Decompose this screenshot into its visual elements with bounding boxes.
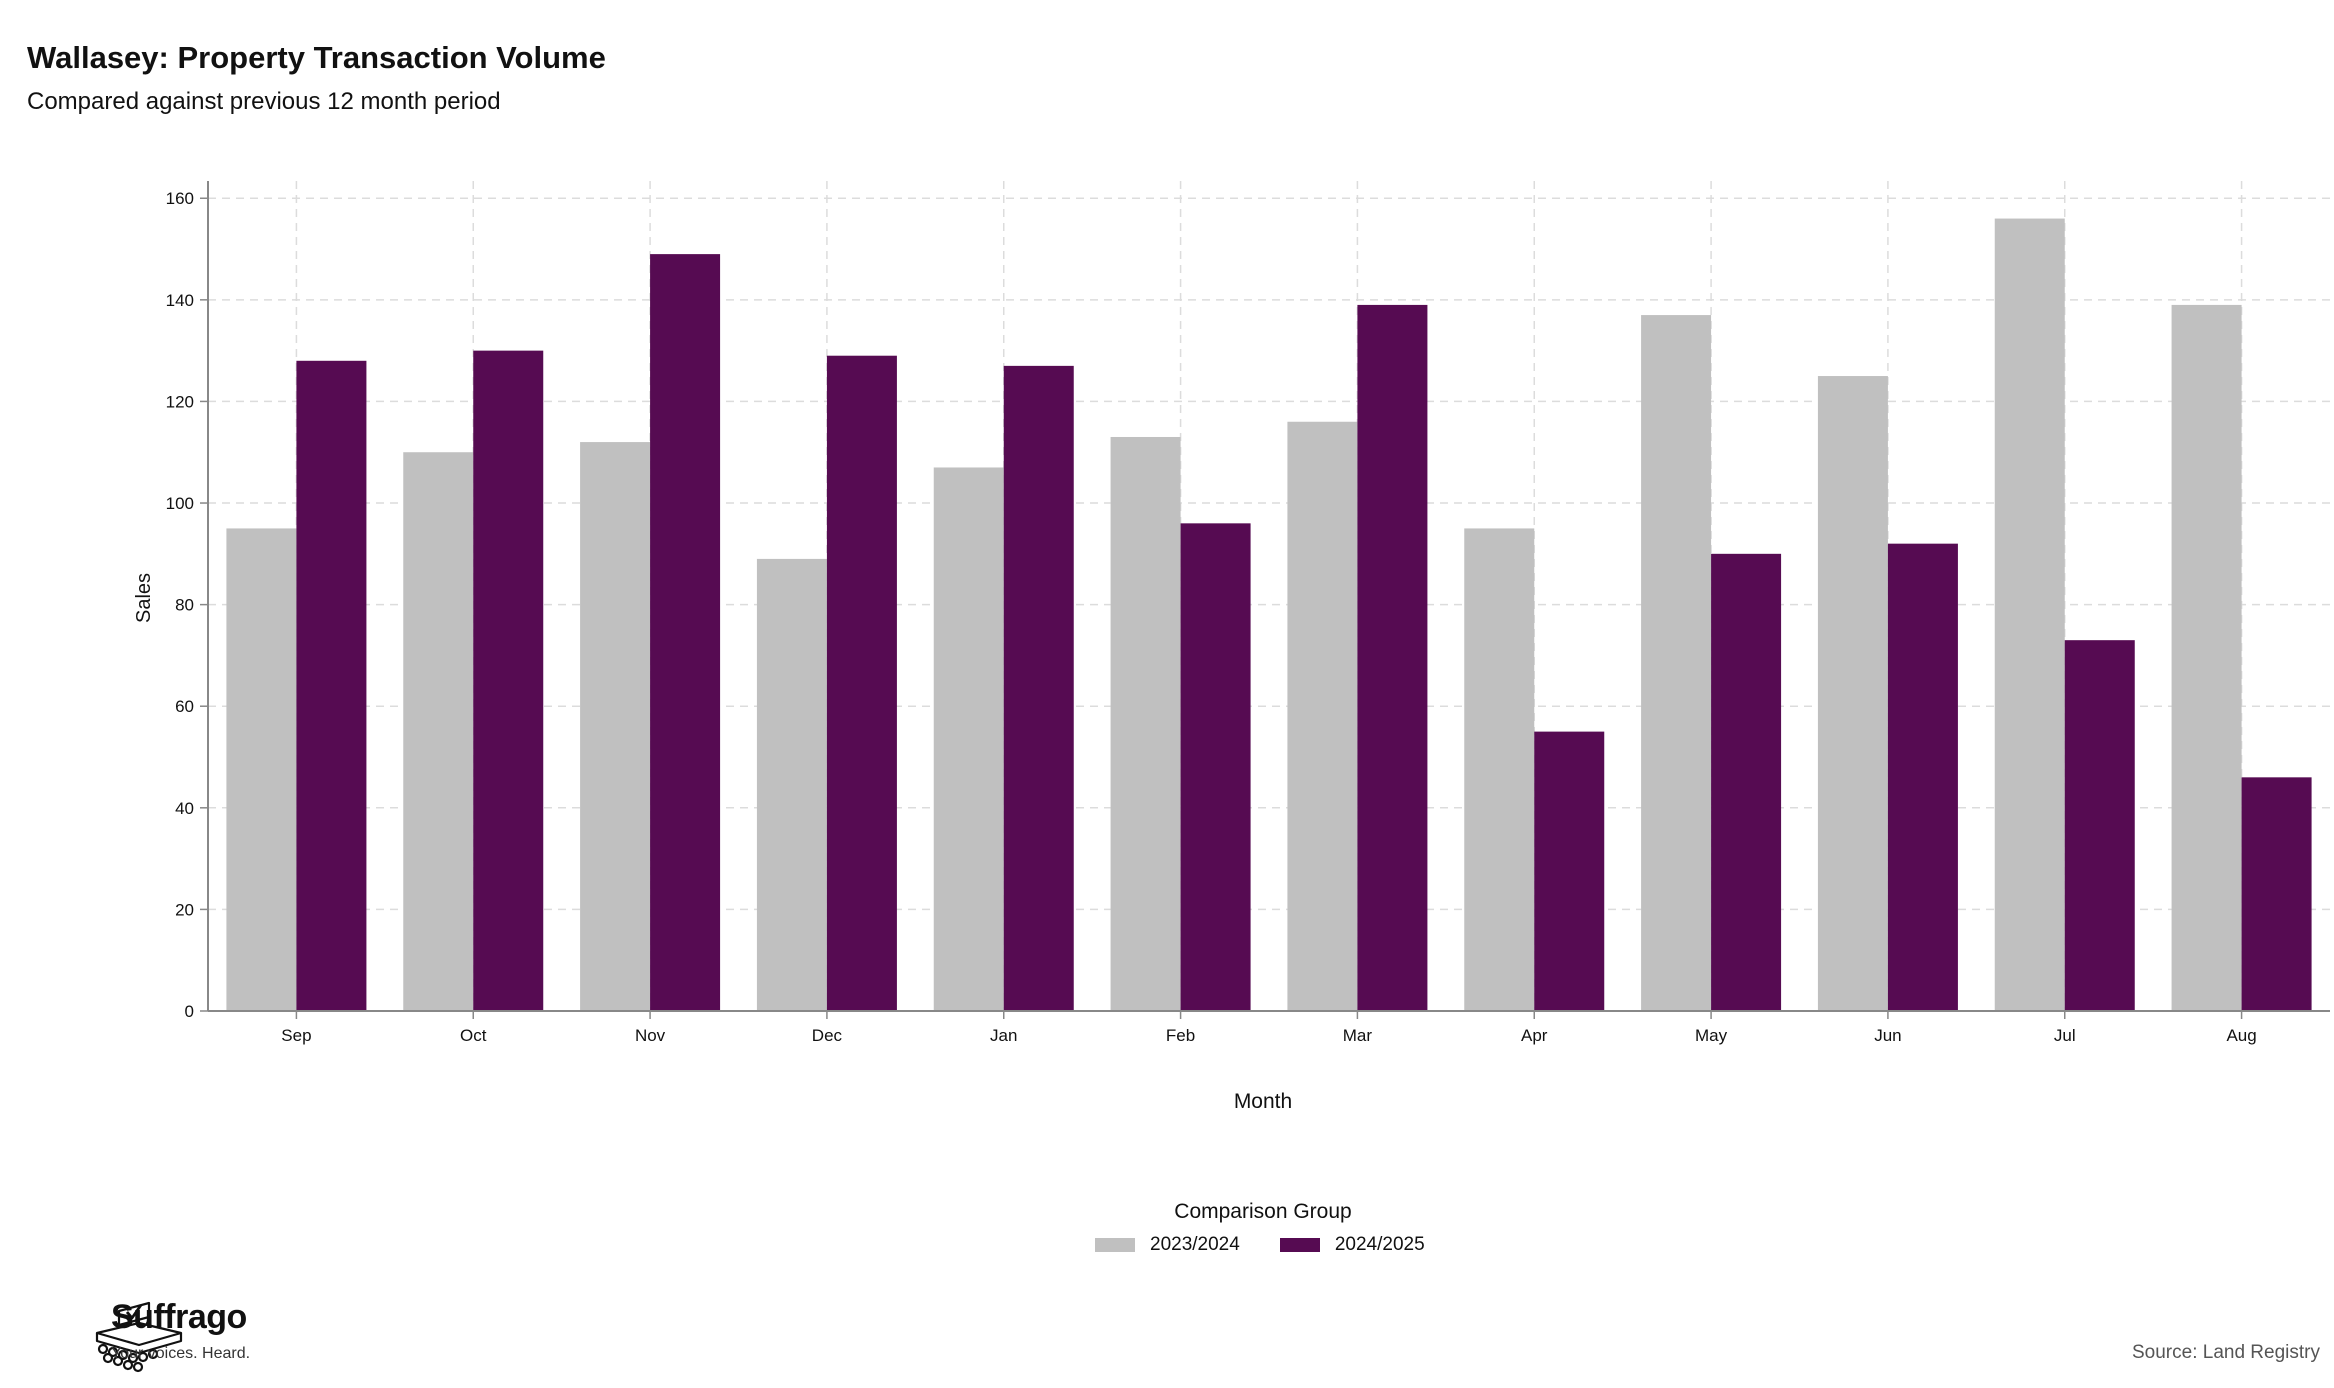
bar-2023-2024-nov (580, 442, 651, 1011)
x-tick-label: Apr (1521, 1026, 1548, 1045)
y-tick-label: 120 (166, 392, 194, 411)
bar-2023-2024-aug (2171, 304, 2242, 1011)
bar-2024-2025-aug (2241, 777, 2312, 1011)
bar-2024-2025-oct (473, 350, 544, 1011)
bar-2023-2024-oct (403, 452, 474, 1011)
y-tick-label: 60 (175, 697, 194, 716)
bar-2024-2025-nov (650, 254, 721, 1011)
x-tick-label: Feb (1166, 1026, 1195, 1045)
bar-2024-2025-may (1711, 553, 1782, 1011)
y-tick-label: 20 (175, 900, 194, 919)
bar-2024-2025-sep (296, 360, 367, 1012)
x-tick-label: Aug (2226, 1026, 2256, 1045)
y-tick-label: 160 (166, 189, 194, 208)
x-tick-label: May (1695, 1026, 1728, 1045)
bar-2023-2024-apr (1464, 528, 1535, 1011)
legend-title: Comparison Group (1174, 1200, 1352, 1223)
legend: 2023/2024 2024/2025 (1095, 1234, 1465, 1256)
bar-2023-2024-jul (1994, 218, 2065, 1011)
x-tick-label: Nov (635, 1026, 666, 1045)
x-tick-label: Jan (990, 1026, 1017, 1045)
bar-2024-2025-jul (2064, 640, 2135, 1011)
chart-title: Wallasey: Property Transaction Volume (27, 40, 606, 75)
axes: 0 20 40 60 80 100 120 140 160 Sep Oct Nov Dec Jan Feb M… (166, 181, 2330, 1045)
x-tick-label: Mar (1343, 1026, 1373, 1045)
x-tick-label: Oct (460, 1026, 487, 1045)
y-axis-label: Sales (133, 573, 155, 623)
y-tick-label: 100 (166, 494, 194, 513)
bar-2023-2024-jan (933, 467, 1004, 1011)
bar-2024-2025-jan (1003, 365, 1074, 1011)
bar-2024-2025-apr (1534, 731, 1605, 1011)
x-tick-label: Jul (2054, 1026, 2076, 1045)
y-tick-label: 80 (175, 596, 194, 615)
x-tick-label: Jun (1874, 1026, 1901, 1045)
bar-2023-2024-sep (226, 528, 297, 1011)
bar-2023-2024-mar (1287, 421, 1358, 1011)
x-tick-label: Sep (281, 1026, 311, 1045)
legend-swatch-2024-2025 (1279, 1238, 1320, 1252)
bars (226, 218, 2312, 1012)
brand-tagline: Your voices. Heard. (111, 1345, 251, 1362)
x-tick-label: Dec (812, 1026, 843, 1045)
x-axis-label: Month (1234, 1090, 1292, 1113)
legend-label-2024-2025: 2024/2025 (1334, 1234, 1425, 1255)
legend-item-2024-2025: 2024/2025 (1279, 1234, 1425, 1256)
bar-2024-2025-mar (1357, 304, 1428, 1011)
bar-2024-2025-feb (1180, 523, 1251, 1011)
legend-item-2023-2024: 2023/2024 (1095, 1234, 1240, 1256)
bar-2023-2024-jun (1817, 376, 1888, 1012)
chart-subtitle: Compared against previous 12 month perio… (27, 88, 501, 115)
bar-2023-2024-may (1641, 315, 1712, 1011)
y-tick-label: 0 (185, 1002, 194, 1021)
source-note: Source: Land Registry (2132, 1342, 2320, 1363)
brand-name: Suffrago (111, 1298, 247, 1336)
bar-2023-2024-feb (1110, 436, 1181, 1011)
legend-label-2023-2024: 2023/2024 (1150, 1234, 1240, 1255)
y-tick-label: 40 (175, 799, 194, 818)
ballot-box-logo-icon (95, 1301, 183, 1373)
legend-swatch-2023-2024 (1095, 1238, 1135, 1252)
bar-2024-2025-jun (1887, 543, 1958, 1011)
bar-2023-2024-dec (756, 558, 827, 1011)
y-tick-label: 140 (166, 291, 194, 310)
bar-2024-2025-dec (826, 355, 897, 1011)
